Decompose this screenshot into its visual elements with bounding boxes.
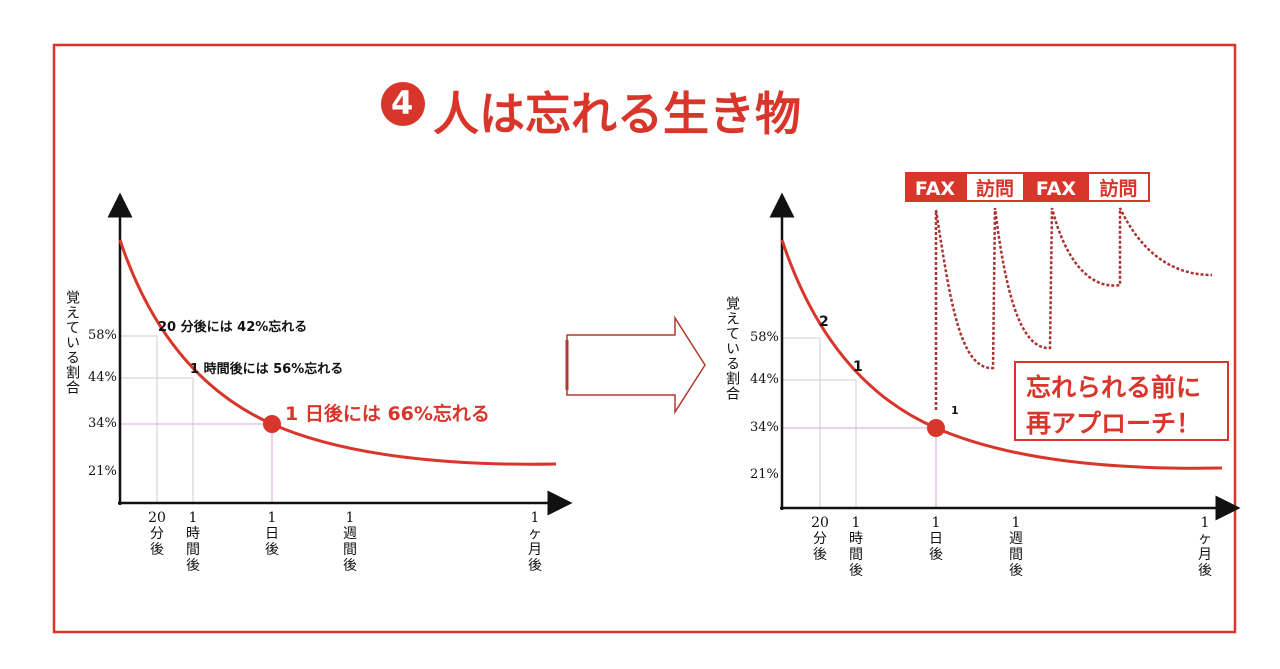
x-tick-label-line: 後 [186,558,200,574]
x-tick-label-line: 1 [345,510,355,526]
x-tick-label-line: 1 [931,515,941,531]
x-tick-label-line: 1 [530,510,540,526]
x-tick-label-line: 後 [1009,563,1023,579]
right-guides [782,337,937,508]
y-tick-label: 34% [88,416,117,431]
x-tick-label: 20 分後 [142,510,172,558]
annotation: 1 時間後には 56%忘れる [190,362,344,377]
frame [52,43,1237,634]
x-tick-label-line: 後 [929,547,943,563]
point [263,415,281,433]
x-tick-label-line: 日 [929,531,943,547]
x-tick-label-line: 間 [343,542,357,558]
tag: FAX [1025,172,1087,202]
y-tick-label: 58% [750,330,779,345]
tag: 訪問 [965,172,1025,202]
callout-box [1014,361,1229,441]
y-tick-label: 34% [750,420,779,435]
x-tick-label-line: ヶ [528,526,542,542]
number-badge [381,82,425,126]
relearning-curve [934,207,1213,410]
x-tick-label-line: 後 [265,542,279,558]
x-tick-label-line: 1 [851,515,861,531]
x-tick-label-line: 1 [267,510,277,526]
callout-text: 忘れられる前に [1026,373,1202,402]
y-axis-label: 覚えている割合 [724,296,740,401]
y-axis-label: 覚えている割合 [64,290,80,395]
x-tick-label-line: 1 [1200,515,1210,531]
x-tick-label-line: 時 [849,531,863,547]
x-tick-label-line: 間 [849,547,863,563]
point-label: 2 [819,314,829,330]
y-tick-label: 21% [750,467,779,482]
x-tick-label-line: 後 [150,542,164,558]
x-tick-label-line: 日 [265,526,279,542]
callout-text: 再アプローチ！ [1026,409,1202,438]
title-number: 4 [391,84,414,122]
x-tick-label-line: 後 [1198,563,1212,579]
x-tick-label-line: 分 [150,526,164,542]
x-tick-label-line: 後 [849,563,863,579]
x-tick-label-line: 週 [343,526,357,542]
x-tick-label-line: 1 [1011,515,1021,531]
annotation: 20 分後には 42%忘れる [158,320,308,335]
tag: 訪問 [1087,172,1150,202]
tag: FAX [905,172,965,202]
x-tick-label-line: ヶ [1198,531,1212,547]
x-tick-label-line: 20 [148,510,166,526]
y-tick-label: 44% [750,372,779,387]
x-tick-label-line: 時 [186,526,200,542]
y-tick-label: 44% [88,370,117,385]
point-label: 1 [951,404,959,417]
forgetting-curve [118,239,557,466]
point-label: 1 [853,359,863,375]
x-tick-label-line: 後 [813,547,827,563]
x-tick-label-line: 後 [528,558,542,574]
x-tick-label-line: 20 [811,515,829,531]
x-tick-label-line: 月 [1198,547,1212,563]
x-tick-label-line: 間 [1009,547,1023,563]
left-guides [120,335,273,503]
transition-arrow [566,315,706,415]
x-tick-label-line: 間 [186,542,200,558]
x-tick-label: 20 分後 [805,515,835,563]
annotation: 1 日後には 66%忘れる [285,403,490,425]
axes [107,192,1241,521]
point [927,419,945,437]
y-tick-label: 21% [88,464,117,479]
x-tick-label-line: 1 [188,510,198,526]
title: 人は忘れる生き物 [433,87,801,141]
y-tick-label: 58% [88,328,117,343]
x-tick-label-line: 分 [813,531,827,547]
x-tick-label-line: 後 [343,558,357,574]
x-tick-label-line: 週 [1009,531,1023,547]
x-tick-label-line: 月 [528,542,542,558]
